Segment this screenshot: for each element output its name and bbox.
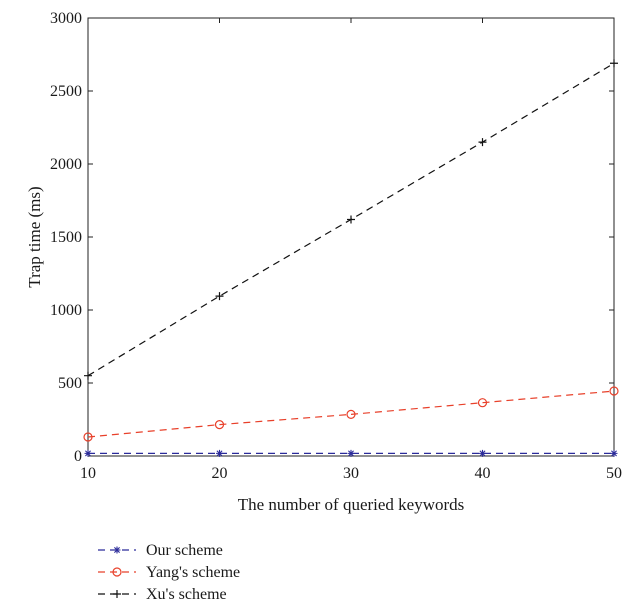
data-point [113,546,121,554]
x-axis-label: The number of queried keywords [238,495,465,514]
data-point [347,449,355,457]
x-tick-label: 50 [606,465,622,482]
data-point [214,420,225,430]
series-circle [83,386,619,442]
series-plus [84,59,618,380]
y-tick-label: 3000 [50,10,82,27]
y-tick-label: 2000 [50,156,82,173]
data-point [113,590,121,598]
y-tick-label: 0 [74,448,82,465]
data-point [346,409,356,419]
legend-label: Yang's scheme [146,564,240,581]
legend-item: Xu's scheme [98,586,227,603]
y-axis-label: Trap time (ms) [25,186,44,287]
y-tick-label: 1500 [50,229,82,246]
data-point [609,386,619,396]
data-point [477,398,488,408]
data-point [610,449,618,457]
data-point [347,215,355,224]
plot-area [87,17,615,457]
data-point [610,59,618,68]
x-tick-label: 40 [475,465,491,482]
data-point [83,432,93,442]
y-tick-label: 500 [58,375,82,392]
series-layer [83,59,619,457]
data-point [479,449,486,457]
data-point [84,371,92,380]
data-point [84,449,92,457]
y-tick-label: 2500 [50,83,82,100]
legend: Our scheme Yang's scheme Xu's scheme [98,542,240,603]
data-point [112,567,122,577]
x-tick-label: 10 [80,465,96,482]
x-tick-label: 30 [343,465,359,482]
legend-label: Our scheme [146,542,223,559]
x-tick-label: 20 [212,465,228,482]
legend-label: Xu's scheme [146,586,227,603]
legend-item: Our scheme [98,542,223,559]
data-point [216,449,223,457]
data-point [215,292,224,301]
series-line [87,390,615,438]
legend-item: Yang's scheme [98,564,240,581]
series-star [84,449,618,457]
y-tick-label: 1000 [50,302,82,319]
data-point [478,138,487,147]
